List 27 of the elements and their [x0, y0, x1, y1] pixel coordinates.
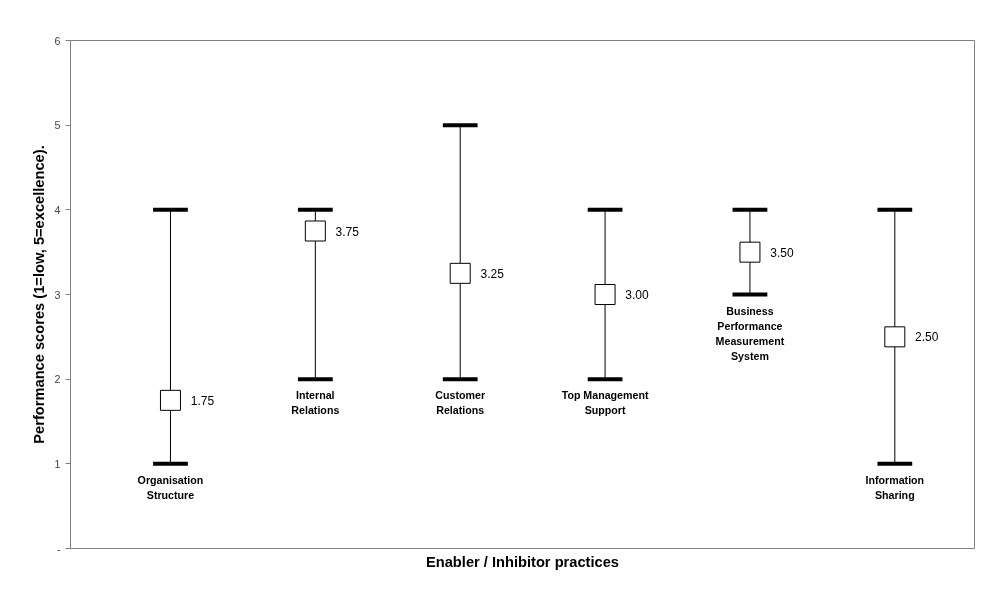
y-tick-label: 5: [54, 119, 61, 132]
y-axis-title: Performance scores (1=low, 5=excellence).: [30, 145, 47, 444]
point: [594, 284, 616, 305]
data-label: 3.25: [480, 266, 505, 281]
y-tick-label: 1: [54, 457, 61, 470]
x-tick-label: Customer Relations: [435, 389, 486, 417]
x-tick-label: Internal Relations: [291, 389, 340, 417]
point: [449, 262, 471, 284]
y-tick-label: 2: [54, 373, 61, 386]
x-tick-label: Information Sharing: [865, 473, 925, 501]
x-axis-title: Enabler / Inhibitor practices: [425, 553, 620, 570]
point: [159, 389, 181, 411]
y-tick-label: -: [56, 542, 61, 555]
point: [884, 326, 906, 348]
data-label: 3.75: [335, 224, 360, 239]
point: [739, 241, 761, 263]
data-label: 2.50: [915, 330, 939, 345]
y-tick-label: 4: [54, 203, 61, 216]
data-label: 1.75: [190, 393, 215, 408]
y-tick-label: 3: [54, 288, 61, 301]
x-tick-label: Organisation Structure: [137, 473, 204, 501]
y-tick-label: 6: [54, 34, 61, 47]
x-tick-label: Top Management Support: [561, 389, 649, 417]
point: [304, 220, 326, 242]
data-label: 3.00: [625, 288, 650, 302]
x-tick-label: Business Performance Measurement System: [715, 304, 785, 362]
data-label: 3.50: [770, 245, 794, 260]
